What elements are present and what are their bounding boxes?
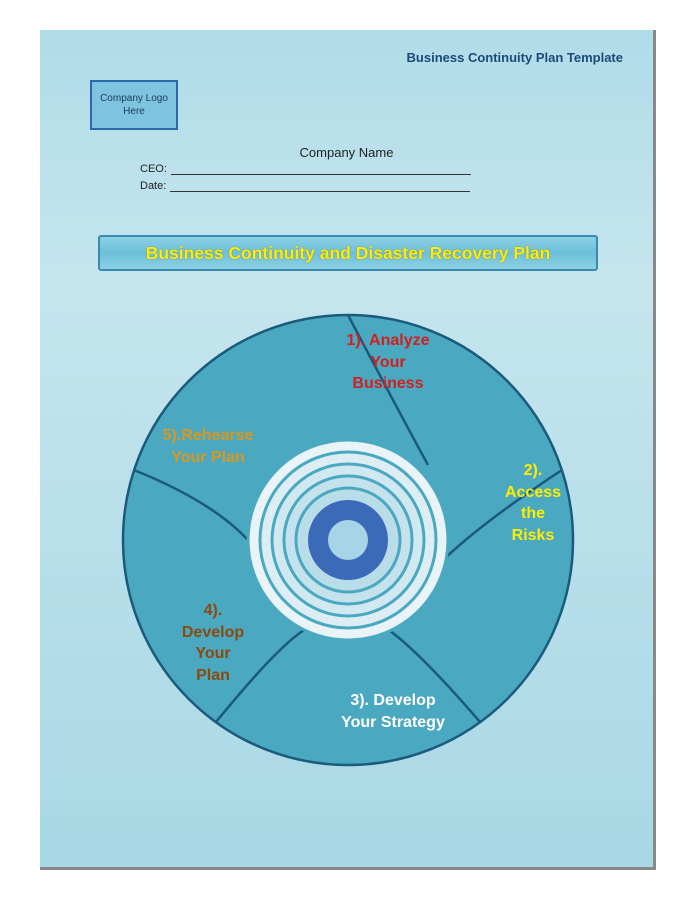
step-label-5: 5).Rehearse Your Plan: [143, 425, 273, 468]
company-name-label: Company Name: [40, 145, 653, 160]
date-label: Date:: [140, 180, 166, 192]
ceo-field: CEO:: [140, 163, 471, 175]
main-title-bar: Business Continuity and Disaster Recover…: [98, 235, 598, 271]
step-label-2: 2). Access the Risks: [488, 460, 578, 546]
step-label-3: 3). Develop Your Strategy: [313, 690, 473, 733]
step-label-4: 4). Develop Your Plan: [163, 600, 263, 686]
date-field: Date:: [140, 180, 470, 192]
ceo-label: CEO:: [140, 163, 167, 175]
ceo-underline: [171, 174, 471, 175]
date-underline: [170, 191, 470, 192]
circle-diagram: 1). Analyze Your Business 2). Access the …: [118, 310, 578, 770]
header-title: Business Continuity Plan Template: [407, 50, 623, 65]
step-label-1: 1). Analyze Your Business: [323, 330, 453, 395]
logo-placeholder: Company Logo Here: [90, 80, 178, 130]
page-container: Business Continuity Plan Template Compan…: [40, 30, 656, 870]
